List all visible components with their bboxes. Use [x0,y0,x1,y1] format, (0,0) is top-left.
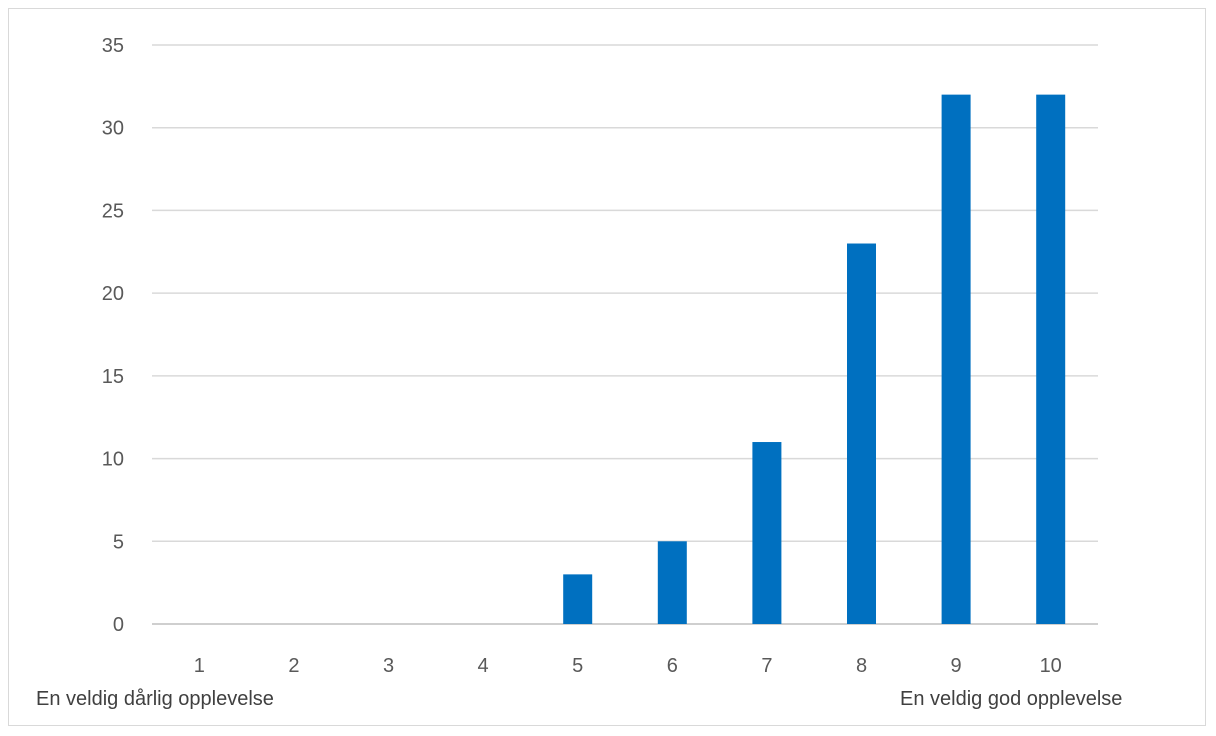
x-tick-label: 10 [1040,655,1062,677]
x-tick-label: 8 [856,655,867,677]
y-tick-label: 10 [102,449,124,471]
x-tick-label: 5 [572,655,583,677]
y-tick-label: 35 [102,35,124,57]
bar [1036,94,1066,625]
y-tick-label: 30 [102,118,124,140]
bar [847,243,876,624]
x-tick-label: 7 [761,655,772,677]
bar [941,94,971,625]
x-tick-label: 6 [667,655,678,677]
y-tick-label: 20 [102,283,124,305]
x-tick-label: 9 [951,655,962,677]
bar [752,442,782,624]
scale-high-label: En veldig god opplevelse [900,688,1123,710]
x-tick-label: 1 [194,655,205,677]
y-tick-label: 15 [102,366,124,388]
gridlines [152,44,1098,625]
y-axis-ticks: 0 5 10 15 20 25 30 35 [102,35,124,636]
y-tick-label: 5 [113,531,124,553]
x-tick-label: 3 [383,655,394,677]
x-tick-label: 4 [478,655,489,677]
scale-low-label: En veldig dårlig opplevelse [36,688,274,710]
y-tick-label: 25 [102,200,124,222]
bars [563,94,1066,625]
x-tick-label: 2 [288,655,299,677]
x-axis-ticks: 1 2 3 4 5 6 7 8 9 10 [194,655,1062,677]
y-tick-label: 0 [113,614,124,636]
bar [657,541,687,624]
bar [563,574,593,624]
